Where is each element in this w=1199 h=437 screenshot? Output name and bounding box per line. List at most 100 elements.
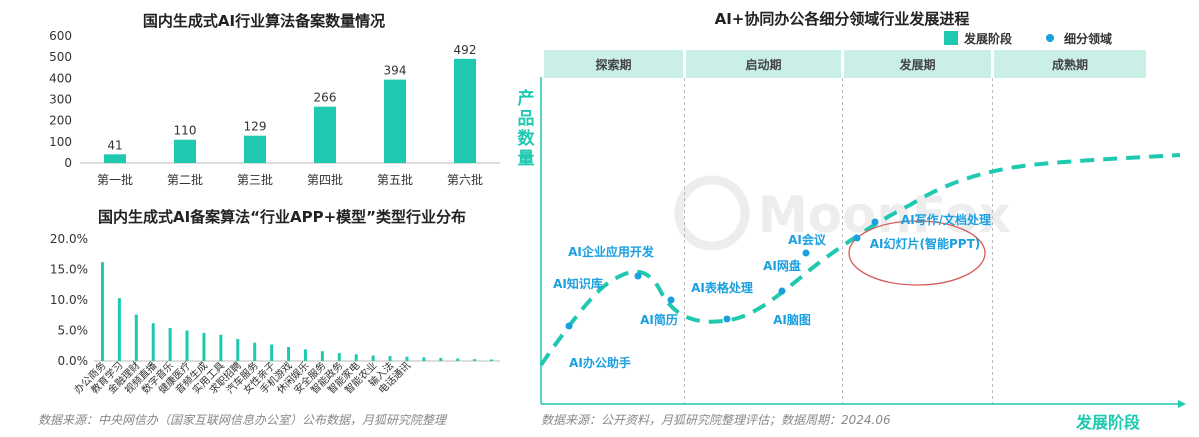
chart2-bar	[320, 351, 324, 361]
chart1-x-tick: 第一批	[97, 172, 133, 187]
source-left: 数据来源：中央网信办（国家互联网信息办公室）公布数据，月狐研究院整理	[38, 413, 448, 427]
chart1-data-label: 110	[174, 124, 197, 138]
chart2-bar	[439, 357, 443, 361]
chart2-bars: 办公商务教育学习金融理财视频直播数字音乐健康医疗音频生成实用工具求职招聘汽车服务…	[71, 262, 494, 396]
chart1-y-tick: 100	[49, 135, 72, 149]
chart1-y-axis: 0 100 200 300 400 500 600	[49, 29, 72, 170]
phase-header-box	[686, 50, 841, 78]
segment-point	[778, 287, 786, 295]
chart1-bar	[244, 135, 266, 163]
chart1-x-tick: 第五批	[377, 172, 413, 187]
chart3-y-label-char: 量	[518, 148, 535, 169]
chart2-bar	[253, 342, 257, 361]
chart2-title: 国内生成式AI备案算法“行业APP+模型”类型行业分布	[98, 208, 466, 226]
segment-label: AI会议	[788, 232, 827, 247]
chart2-bar	[354, 354, 358, 361]
segment-point	[667, 296, 675, 304]
chart1-x-tick: 第二批	[167, 172, 203, 187]
chart2-y-tick: 0.0%	[58, 354, 89, 368]
segment-label: AI网盘	[763, 258, 801, 273]
segment-point	[565, 322, 573, 330]
phase-header-box	[994, 50, 1146, 78]
chart2-bar	[100, 262, 104, 361]
chart2-bar	[219, 334, 223, 361]
x-axis-arrow-icon	[1178, 400, 1186, 408]
segment-point	[723, 315, 731, 323]
segment-points: AI办公助手 AI知识库 AI企业应用开发 AI简历 AI表格处理 AI脑图 AI网盘 AI会…	[553, 212, 991, 370]
chart2-y-tick: 10.0%	[50, 293, 88, 307]
segment-label: AI企业应用开发	[568, 244, 655, 259]
chart2-bar	[422, 357, 426, 361]
chart2-bar	[490, 359, 494, 361]
chart1-data-label: 492	[454, 43, 477, 57]
chart2-bar	[371, 355, 375, 361]
chart1-bar	[384, 79, 406, 163]
chart1-data-label: 41	[107, 138, 122, 152]
chart2-bar	[473, 359, 477, 361]
chart1-bar	[174, 139, 196, 163]
chart1-data-label: 129	[244, 120, 267, 134]
chart1-data-label: 394	[384, 64, 407, 78]
chart1-bar	[314, 106, 336, 163]
watermark-logo-icon	[674, 175, 750, 251]
segment-point	[853, 234, 861, 242]
moonfox-watermark: MoonFox	[674, 175, 1011, 251]
chart2-bar	[134, 314, 138, 361]
chart3-x-label: 发展阶段	[1075, 413, 1141, 432]
chart1-x-tick: 第六批	[447, 172, 483, 187]
chart2-bar	[405, 356, 409, 361]
segment-label: AI知识库	[553, 276, 603, 291]
chart1-y-tick: 500	[49, 50, 72, 64]
development-curve	[539, 153, 1181, 367]
chart1-y-tick: 200	[49, 114, 72, 128]
chart3-y-label-char: 数	[518, 128, 536, 149]
chart2-bar	[287, 346, 291, 361]
phase-headers: 探索期 启动期 发展期 成熟期	[544, 50, 1146, 404]
phase-header-label: 探索期	[595, 57, 631, 72]
chart1-bar	[454, 58, 476, 163]
segment-label: AI幻灯片(智能PPT)	[870, 236, 981, 251]
source-right: 数据来源：公开资料，月狐研究院整理评估；数据周期：2024.06	[541, 413, 891, 427]
chart2-bar	[151, 323, 155, 361]
chart3-y-label-char: 产	[518, 88, 535, 109]
chart1-y-tick: 0	[64, 156, 72, 170]
segment-point	[802, 249, 810, 257]
chart1-y-tick: 400	[49, 71, 72, 85]
chart2-y-axis: 0.0% 5.0% 10.0% 15.0% 20.0%	[50, 232, 88, 368]
chart2-y-tick: 5.0%	[58, 324, 89, 338]
legend-swatch-phase	[944, 31, 958, 45]
segment-label: AI表格处理	[691, 280, 753, 295]
chart2-bar	[270, 344, 274, 361]
chart2-bar	[456, 358, 460, 361]
watermark-text: MoonFox	[758, 186, 1011, 244]
segment-label: AI办公助手	[569, 355, 631, 370]
phase-header-label: 发展期	[898, 57, 935, 72]
chart1-y-tick: 300	[49, 93, 72, 107]
chart3-title: AI+协同办公各细分领域行业发展进程	[715, 10, 970, 28]
legend-label-phase: 发展阶段	[963, 31, 1013, 46]
chart1-data-label: 266	[314, 91, 337, 105]
highlight-ellipse	[848, 220, 986, 286]
phase-header-box	[544, 50, 683, 78]
chart2-y-tick: 20.0%	[50, 232, 88, 246]
chart2-bar	[303, 349, 307, 361]
chart3-y-label-char: 品	[518, 109, 535, 129]
chart1-title: 国内生成式AI行业算法备案数量情况	[143, 12, 385, 30]
segment-label: AI简历	[640, 312, 678, 327]
segment-point	[871, 218, 879, 226]
segment-label: AI脑图	[773, 312, 811, 327]
segment-point	[634, 272, 642, 280]
chart1-x-tick: 第四批	[307, 172, 343, 187]
segment-label: AI写作/文档处理	[901, 212, 991, 227]
chart2-bar	[168, 328, 172, 361]
chart1-bars: 41 第一批 110 第二批 129 第三批 266 第四批 394 第五批 492 第六批	[97, 43, 483, 187]
phase-header-box	[844, 50, 991, 78]
phase-header-label: 成熟期	[1052, 57, 1088, 72]
phase-header-label: 启动期	[745, 57, 781, 72]
chart1-x-tick: 第三批	[237, 172, 273, 187]
chart2-bar	[337, 353, 341, 361]
chart2-bar	[185, 330, 189, 361]
chart2-y-tick: 15.0%	[50, 263, 88, 277]
